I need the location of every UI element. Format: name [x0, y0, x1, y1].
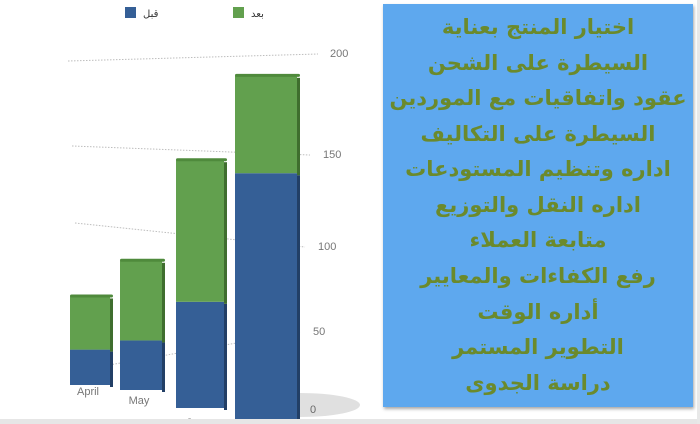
y-tick-label: 200: [330, 48, 348, 60]
bar-side: [224, 303, 227, 410]
y-tick-label: 150: [323, 149, 341, 161]
panel-line: رفع الكفاءات والمعايير: [420, 263, 656, 288]
panel-line: أداره الوقت: [477, 299, 599, 324]
bar-segment: [176, 160, 224, 302]
divider: [0, 419, 700, 424]
divider: [697, 0, 700, 424]
y-tick-label: 100: [318, 241, 336, 253]
bar-top: [176, 158, 227, 162]
legend-swatch: [233, 7, 244, 18]
bar-segment: [176, 301, 224, 408]
bar-segment: [235, 75, 297, 174]
bar-side: [162, 262, 165, 343]
panel-line: اختيار المنتج بعناية: [441, 15, 635, 40]
bar-side: [110, 298, 113, 352]
bar-side: [297, 175, 300, 423]
panel-line: اداره النقل والتوزيع: [435, 192, 641, 217]
bar-side: [297, 77, 300, 176]
x-tick-label: April: [77, 386, 99, 398]
bar-segment: [120, 260, 162, 341]
bar-side: [110, 351, 113, 387]
bar-side: [162, 342, 165, 392]
bar-segment: [120, 340, 162, 390]
panel-line: التطوير المستمر: [452, 335, 624, 360]
legend-label: قبل: [143, 9, 159, 20]
bar-segment: [235, 173, 297, 421]
bar-segment: [70, 296, 110, 350]
panel-line: اداره وتنظيم المستودعات: [405, 157, 671, 182]
panel-line: عقود واتفاقيات مع الموردين: [389, 86, 687, 111]
x-tick-label: May: [129, 395, 150, 407]
y-tick-label: 50: [313, 326, 325, 338]
text-panel: اختيار المنتج بعناية السيطرة على الشحن ع…: [383, 4, 693, 407]
panel-line: دراسة الجدوى: [465, 370, 611, 395]
stacked-bar-chart: 050100150200AprilMayJuneقبلبعد: [67, 7, 360, 424]
bar-segment: [70, 349, 110, 385]
legend-label: بعد: [251, 9, 264, 20]
bar-side: [224, 162, 227, 304]
gridline: [67, 53, 319, 62]
panel-line: السيطرة على الشحن: [427, 50, 649, 75]
panel-line: السيطرة على التكاليف: [420, 121, 656, 146]
panel-line: متابعة العملاء: [469, 228, 607, 253]
legend-swatch: [125, 7, 136, 18]
bar-top: [120, 258, 165, 262]
bar-top: [235, 73, 300, 77]
y-tick-label: 0: [310, 404, 316, 416]
bar-top: [70, 294, 113, 298]
